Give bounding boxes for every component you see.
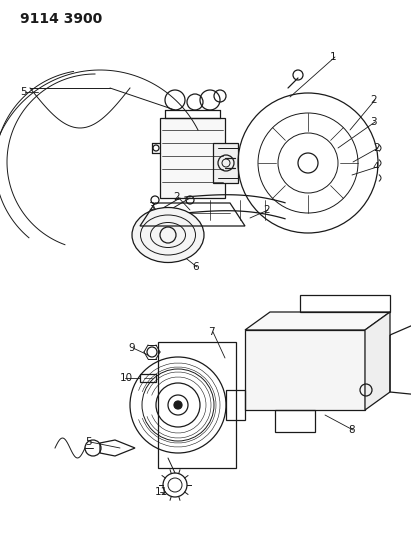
Ellipse shape <box>132 207 204 262</box>
Text: 2: 2 <box>173 192 180 202</box>
Text: 2: 2 <box>263 205 270 215</box>
Polygon shape <box>245 312 390 330</box>
Text: 6: 6 <box>192 262 199 272</box>
Text: 9: 9 <box>128 343 135 353</box>
Text: 3: 3 <box>370 117 376 127</box>
Bar <box>312 375 330 397</box>
Circle shape <box>174 401 182 409</box>
Text: 4: 4 <box>372 162 379 172</box>
Text: 11: 11 <box>155 487 168 497</box>
Text: 2: 2 <box>370 95 376 105</box>
Bar <box>213 143 238 183</box>
Polygon shape <box>245 330 365 410</box>
Polygon shape <box>365 312 390 410</box>
Text: 8: 8 <box>348 425 355 435</box>
Bar <box>140 374 156 382</box>
Text: 7: 7 <box>208 327 215 337</box>
Bar <box>355 380 377 400</box>
Text: 5: 5 <box>85 437 92 447</box>
Text: 2: 2 <box>373 143 380 153</box>
Text: 9114 3900: 9114 3900 <box>20 12 102 26</box>
Text: 1: 1 <box>330 52 337 62</box>
Text: 10: 10 <box>120 373 133 383</box>
Bar <box>160 118 225 198</box>
Bar <box>280 375 298 397</box>
Text: 5: 5 <box>20 87 27 97</box>
Text: 3: 3 <box>148 202 155 212</box>
